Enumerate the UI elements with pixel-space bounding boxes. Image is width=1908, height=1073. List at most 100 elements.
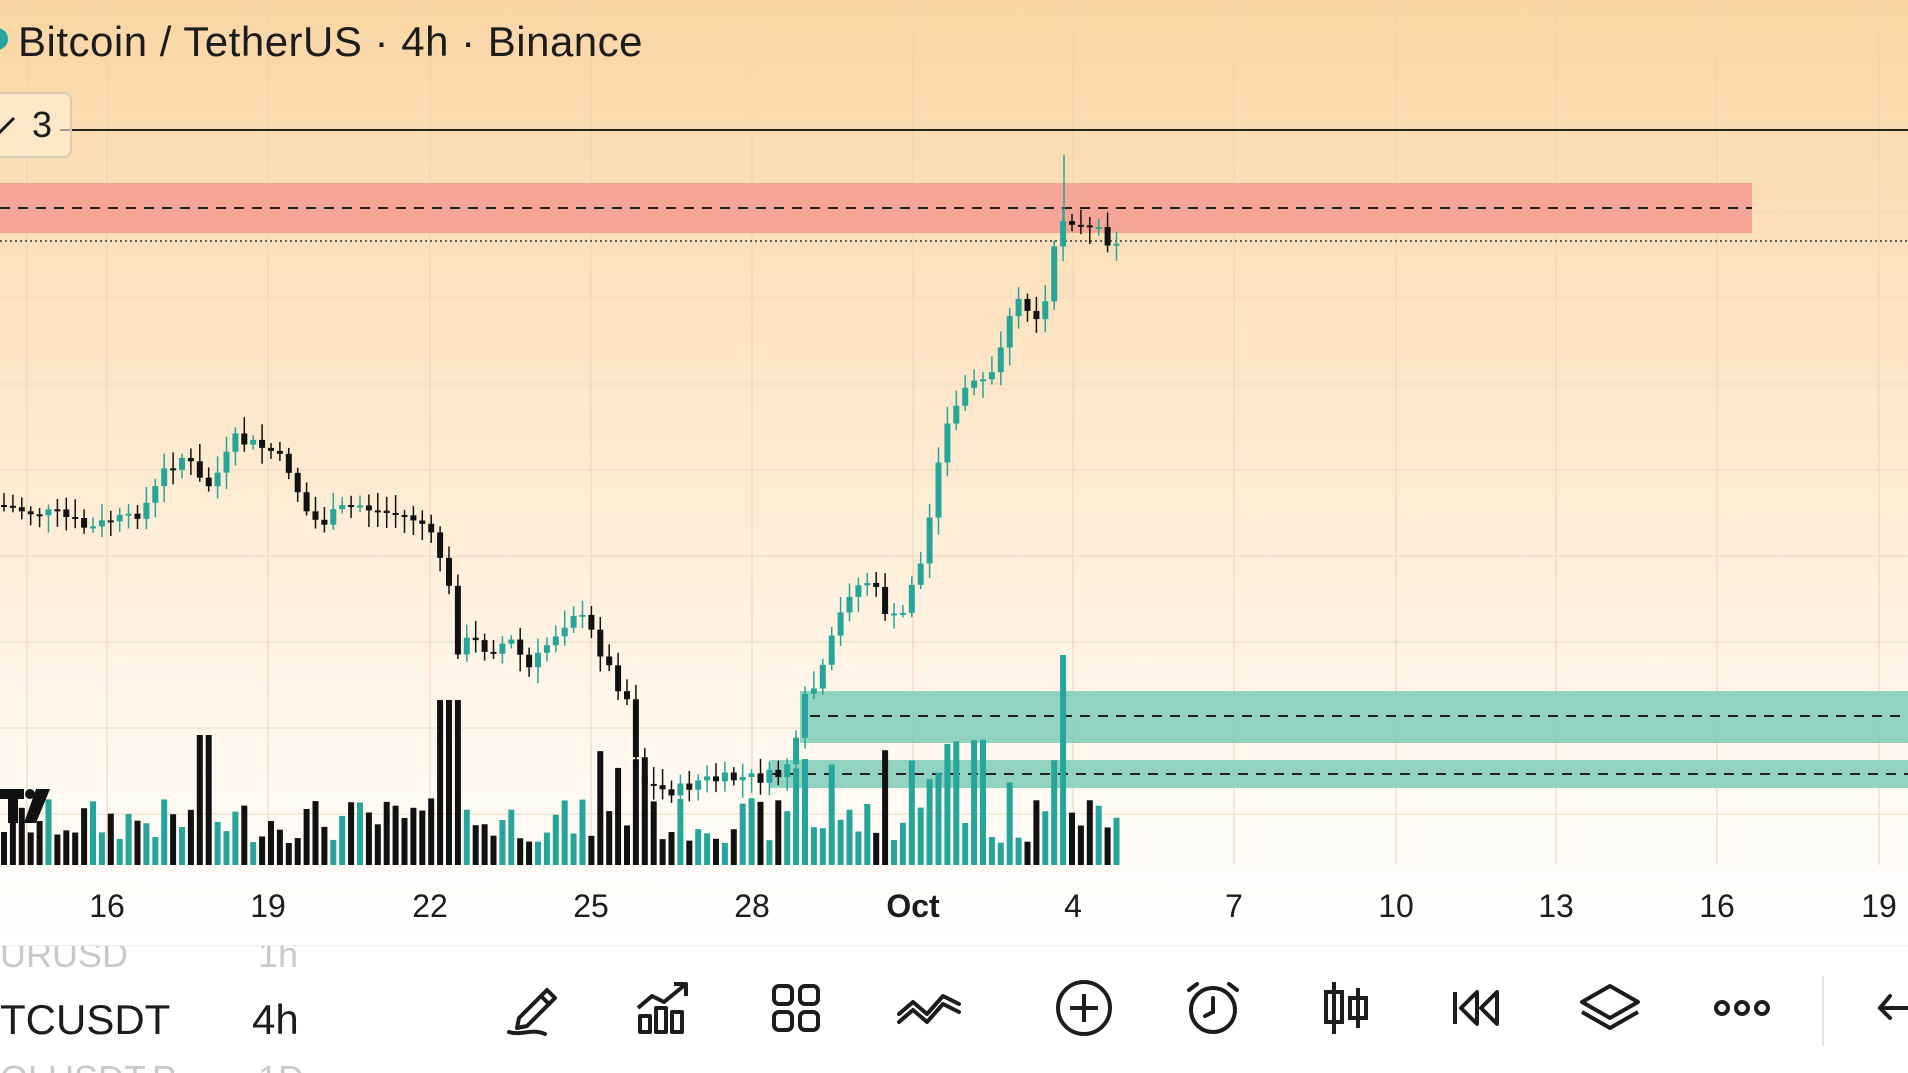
time-axis-label: 13 bbox=[1538, 888, 1574, 924]
watchlist-prev-symbol: URUSD bbox=[0, 945, 129, 975]
more-button[interactable] bbox=[1710, 976, 1774, 1040]
volume-bar bbox=[899, 822, 906, 865]
indicators-button[interactable] bbox=[632, 976, 696, 1040]
candle-body bbox=[9, 505, 16, 508]
candle-body bbox=[45, 509, 52, 516]
replay-rewind-icon bbox=[1453, 990, 1499, 1026]
candle-body bbox=[766, 769, 773, 783]
resistance-zone bbox=[0, 183, 1752, 233]
volume-bar bbox=[802, 759, 808, 865]
candle-body bbox=[641, 757, 648, 784]
watchlist-current-row[interactable]: TCUSDT 4h bbox=[0, 996, 299, 1044]
candle-body bbox=[1069, 221, 1075, 225]
candle-body bbox=[357, 505, 363, 508]
candle-body bbox=[454, 585, 461, 655]
candle-body bbox=[18, 507, 25, 512]
chart-type-button[interactable] bbox=[897, 976, 961, 1040]
volume-bar bbox=[481, 824, 488, 865]
volume-bar bbox=[90, 801, 96, 865]
candle-body bbox=[463, 637, 470, 655]
volume-bar bbox=[953, 741, 960, 865]
volume-bar bbox=[330, 839, 337, 865]
candle-body bbox=[259, 439, 266, 448]
drawing-tools-button[interactable] bbox=[503, 976, 567, 1040]
volume-bar bbox=[971, 740, 978, 865]
time-axis-label: 16 bbox=[1699, 888, 1735, 924]
symbol-title[interactable]: Bitcoin / TetherUS · 4h · Binance bbox=[18, 18, 644, 65]
watchlist-next-row[interactable]: OLUSDT.P 1D bbox=[0, 1058, 304, 1073]
candle-body bbox=[561, 627, 568, 637]
price-chart[interactable] bbox=[0, 0, 1908, 945]
candle-body bbox=[650, 783, 657, 786]
volume-bar bbox=[463, 809, 470, 865]
candle-body bbox=[962, 387, 969, 406]
replay-button[interactable] bbox=[1445, 976, 1509, 1040]
volume-bar bbox=[624, 825, 630, 865]
candle-body bbox=[579, 614, 586, 617]
candle-body bbox=[837, 612, 844, 636]
candle-body bbox=[944, 423, 951, 463]
candle-body bbox=[846, 596, 853, 613]
candle-body bbox=[63, 509, 70, 518]
back-button[interactable] bbox=[1872, 976, 1908, 1040]
layout-button[interactable] bbox=[764, 976, 828, 1040]
candle-body bbox=[339, 505, 346, 510]
candle-body bbox=[810, 688, 817, 694]
candle-body bbox=[446, 557, 452, 586]
volume-bar bbox=[775, 800, 782, 865]
add-button[interactable] bbox=[1052, 976, 1116, 1040]
candle-body bbox=[1051, 246, 1058, 302]
volume-bar bbox=[36, 821, 43, 865]
candle-body bbox=[179, 458, 185, 470]
time-axis-label: 7 bbox=[1225, 888, 1243, 924]
candle-body bbox=[855, 585, 862, 597]
candle-body bbox=[606, 656, 613, 666]
volume-bar bbox=[98, 832, 105, 865]
volume-bar bbox=[917, 807, 924, 865]
candle-body bbox=[303, 492, 310, 512]
candle-body bbox=[802, 693, 808, 738]
volume-bar bbox=[997, 842, 1004, 865]
watchlist-prev-row[interactable]: URUSD 1h bbox=[0, 945, 298, 976]
volume-bar bbox=[543, 832, 550, 865]
candle-body bbox=[891, 613, 897, 616]
candle-body bbox=[1113, 243, 1120, 246]
chart-type-line-icon bbox=[897, 994, 961, 1024]
alarm-clock-icon bbox=[1187, 982, 1239, 1034]
volume-bar bbox=[944, 743, 951, 865]
layers-button[interactable] bbox=[1578, 976, 1642, 1040]
alerts-button[interactable] bbox=[1181, 976, 1245, 1040]
volume-bar bbox=[766, 840, 773, 865]
candle-body bbox=[597, 629, 604, 657]
candle-body bbox=[980, 379, 986, 382]
volume-bar bbox=[392, 805, 399, 865]
candle-body bbox=[873, 582, 880, 587]
volume-bar bbox=[570, 833, 577, 865]
volume-bar bbox=[1104, 827, 1111, 865]
candle-body bbox=[775, 769, 782, 778]
volume-bar bbox=[552, 814, 559, 865]
volume-bar bbox=[9, 803, 16, 865]
indicators-toggle[interactable]: 3 bbox=[0, 92, 72, 158]
volume-bar bbox=[419, 810, 426, 865]
candle-body bbox=[134, 513, 141, 519]
watchlist-current-interval: 4h bbox=[252, 996, 299, 1043]
candle-body bbox=[517, 639, 524, 655]
candle-body bbox=[383, 510, 390, 513]
candle-body bbox=[107, 520, 114, 523]
volume-bar bbox=[828, 764, 835, 865]
candle-body bbox=[1077, 224, 1084, 227]
candle-body bbox=[214, 472, 221, 487]
volume-bar bbox=[1042, 811, 1049, 865]
volume-bar bbox=[437, 700, 444, 865]
candles-button[interactable] bbox=[1314, 976, 1378, 1040]
volume-bar bbox=[882, 750, 889, 865]
candle-body bbox=[1033, 310, 1040, 320]
volume-bar bbox=[668, 832, 675, 865]
chart-area[interactable]: Bitcoin / TetherUS · 4h · Binance 3 16 19… bbox=[0, 0, 1908, 945]
volume-bar bbox=[268, 821, 274, 865]
volume-bar bbox=[454, 700, 461, 865]
volume-bar bbox=[54, 834, 61, 865]
volume-bar bbox=[659, 839, 666, 865]
volume-bar bbox=[837, 819, 844, 865]
